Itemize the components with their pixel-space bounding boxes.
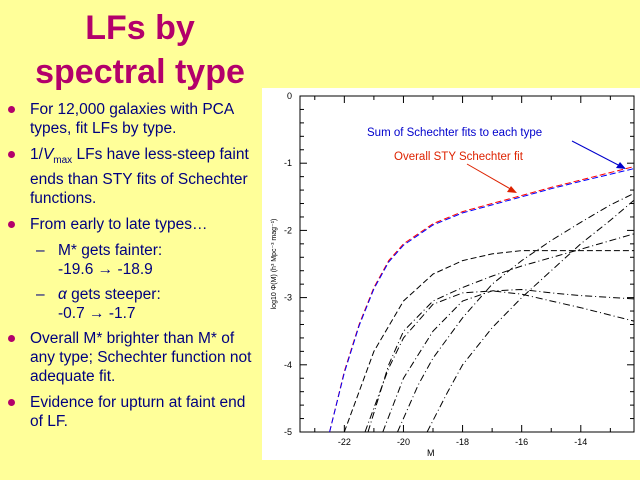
bullet-item: Overall M* brighter than M* of any type;… [6, 329, 262, 386]
arrow-sum-line [571, 140, 625, 169]
subbullet-line-1: M* gets fainter: [58, 242, 163, 260]
bullet-dot-icon [8, 399, 15, 407]
bullet-item: For 12,000 galaxies with PCA types, fit … [6, 100, 262, 138]
subbullet-item: – M* gets fainter: -19.6 → -18.9 [6, 241, 262, 279]
bullet-text-prefix: 1/ [30, 146, 43, 163]
y-axis-label: log10 Φ(M) (h³ Mpc⁻³ mag⁻¹) [271, 219, 278, 310]
subbullet-item: – α gets steeper: -0.7 → -1.7 [6, 285, 262, 323]
bullet-list: For 12,000 galaxies with PCA types, fit … [6, 100, 262, 438]
bullet-text: Evidence for upturn at faint end of LF. [30, 394, 246, 431]
lf-series-line [364, 290, 635, 433]
subbullet-line-2: -19.6 → -18.9 [58, 260, 262, 279]
arrow-right-icon: → [97, 261, 114, 279]
title-line-2: spectral type [35, 53, 245, 91]
bullet-dot-icon [8, 221, 15, 229]
bullet-text: Overall M* brighter than M* of any type;… [30, 330, 252, 386]
subbullet-line-2: -0.7 → -1.7 [58, 304, 262, 323]
x-tick-label: -22 [338, 437, 351, 447]
plot-border [299, 95, 635, 433]
y-tick-label: -2 [284, 225, 292, 235]
x-axis-label: M [427, 448, 435, 458]
lf-curves [329, 166, 635, 433]
lf-series-line [329, 168, 635, 433]
value-to: -18.9 [117, 261, 153, 279]
value-from: -19.6 [58, 261, 94, 279]
lf-series-line [382, 288, 635, 433]
lf-series-line [426, 199, 635, 433]
arrow-sty-head-icon [507, 186, 517, 193]
bullet-text-suffix: LFs have less-steep faint ends than STY … [30, 146, 249, 208]
value-from: -0.7 [58, 305, 85, 323]
bullet-text-subscript: max [53, 155, 73, 167]
plot-frame [299, 95, 635, 433]
slide-title: LFs by spectral type [0, 6, 280, 94]
arrow-sum-head-icon [616, 162, 626, 169]
bullet-text-italic: V [42, 146, 54, 163]
bullet-dot-icon [8, 151, 15, 158]
lf-series-line [367, 233, 635, 433]
y-tick-label: -3 [284, 293, 292, 303]
arrow-right-icon: → [89, 305, 105, 323]
y-tick-label: -5 [284, 427, 292, 437]
bullet-item: From early to late types… [6, 215, 262, 234]
lf-series-line [329, 166, 635, 433]
bullet-item: 1/Vmax LFs have less-steep faint ends th… [6, 145, 262, 208]
annotations: Sum of Schechter fits to each type Overal… [367, 127, 626, 193]
bullet-dot-icon [8, 335, 15, 343]
x-tick-label: -16 [515, 437, 528, 447]
bullet-text: From early to late types… [30, 216, 208, 234]
lf-series-line [343, 250, 634, 433]
bullet-text: For 12,000 galaxies with PCA types, fit … [30, 101, 234, 137]
y-tick-label: -1 [284, 158, 292, 168]
value-to: -1.7 [108, 305, 136, 323]
title-line-1: LFs by [85, 9, 195, 47]
annotation-sum-label: Sum of Schechter fits to each type [367, 127, 542, 139]
x-tick-label: -18 [456, 437, 469, 447]
arrow-sty-line [466, 163, 515, 192]
alpha-symbol: α [58, 286, 67, 304]
x-tick-label: -20 [397, 437, 410, 447]
dash-icon: – [36, 242, 45, 260]
y-tick-label: -4 [284, 360, 292, 370]
y-tick-label: 0 [287, 91, 292, 101]
lf-series-line [397, 192, 635, 433]
bullet-dot-icon [8, 106, 15, 113]
dash-icon: – [36, 286, 45, 304]
subbullet-line-1: α gets steeper: [58, 285, 262, 304]
x-tick-label: -14 [574, 437, 587, 447]
annotation-sty-label: Overall STY Schechter fit [394, 151, 524, 163]
bullet-item: Evidence for upturn at faint end of LF. [6, 393, 262, 431]
subbullet-text: gets steeper: [66, 286, 161, 304]
